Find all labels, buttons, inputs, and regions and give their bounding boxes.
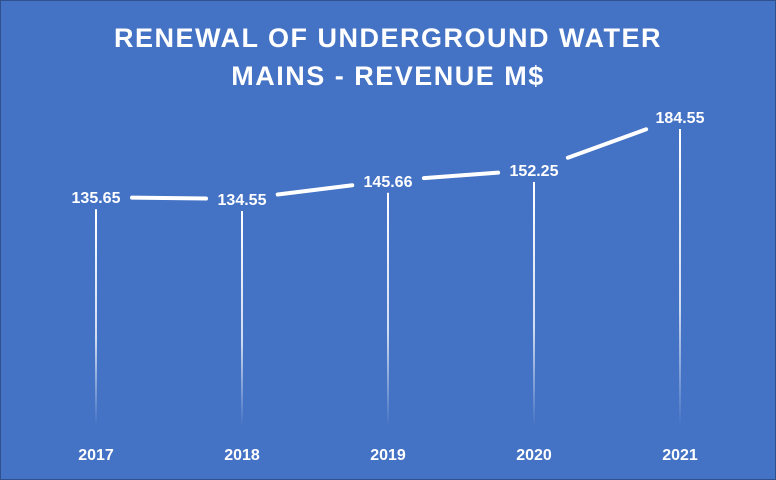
x-tick-label-2018: 2018 <box>224 447 260 464</box>
chart-title: RENEWAL OF UNDERGROUND WATER MAINS - REV… <box>81 19 695 95</box>
x-tick-label-2019: 2019 <box>370 447 406 464</box>
drop-lines <box>95 129 681 426</box>
x-axis-tick-labels: 2017 2018 2019 2020 2021 <box>78 447 698 464</box>
drop-line-2019 <box>387 192 389 426</box>
line-segment-2019-2020 <box>421 170 501 181</box>
drop-line-2021 <box>679 129 681 426</box>
data-label-2021: 184.55 <box>656 110 705 127</box>
line-segment-2017-2018 <box>129 195 209 201</box>
line-segment-2018-2019 <box>275 183 355 197</box>
x-tick-label-2021: 2021 <box>662 447 698 464</box>
data-label-2020: 152.25 <box>510 163 559 180</box>
data-labels: 135.65 134.55 145.66 152.25 184.55 <box>72 110 705 209</box>
data-label-2018: 134.55 <box>218 192 267 209</box>
chart-title-line-2: MAINS - REVENUE M$ <box>231 61 545 91</box>
data-label-2019: 145.66 <box>364 174 413 191</box>
line-segment-2020-2021 <box>565 127 649 160</box>
chart-title-line-1: RENEWAL OF UNDERGROUND WATER <box>114 23 662 53</box>
data-label-2017: 135.65 <box>72 190 121 207</box>
drop-line-2018 <box>241 211 243 426</box>
x-tick-label-2020: 2020 <box>516 447 552 464</box>
drop-line-2017 <box>95 209 97 426</box>
x-tick-label-2017: 2017 <box>78 447 114 464</box>
series-line-group <box>129 127 649 201</box>
drop-line-2020 <box>533 181 535 426</box>
